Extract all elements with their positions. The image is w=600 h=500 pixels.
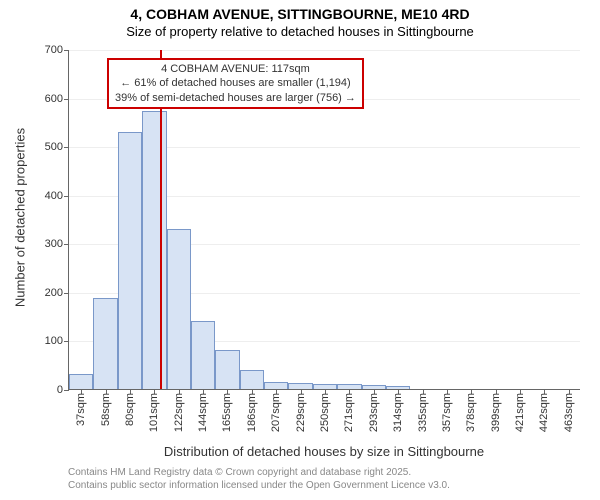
x-tick-label: 122sqm: [173, 389, 185, 432]
x-tick-label: 80sqm: [124, 389, 136, 426]
credit-line: Contains public sector information licen…: [68, 479, 450, 492]
x-tick-label: 101sqm: [148, 389, 160, 432]
y-axis-label: Number of detached properties: [13, 48, 28, 388]
annotation-line: 4 COBHAM AVENUE: 117sqm: [115, 62, 356, 76]
y-tick-label: 400: [45, 190, 69, 202]
annotation-line: ← 61% of detached houses are smaller (1,…: [115, 76, 356, 90]
histogram-bar: [69, 374, 93, 389]
histogram-bar: [264, 382, 288, 389]
chart-container: 4, COBHAM AVENUE, SITTINGBOURNE, ME10 4R…: [0, 0, 600, 500]
histogram-bar: [93, 298, 117, 389]
histogram-bar: [215, 350, 239, 389]
x-tick-label: 37sqm: [75, 389, 87, 426]
credits: Contains HM Land Registry data © Crown c…: [68, 466, 450, 492]
y-tick-label: 500: [45, 141, 69, 153]
histogram-bar: [118, 132, 142, 389]
histogram-bar: [142, 111, 166, 389]
x-tick-label: 335sqm: [417, 389, 429, 432]
histogram-bar: [240, 370, 264, 389]
x-tick-label: 207sqm: [270, 389, 282, 432]
x-tick-label: 357sqm: [441, 389, 453, 432]
x-tick-label: 250sqm: [319, 389, 331, 432]
y-tick-label: 200: [45, 287, 69, 299]
plot-area: 010020030040050060070037sqm58sqm80sqm101…: [68, 50, 580, 390]
x-tick-label: 314sqm: [392, 389, 404, 432]
y-tick-label: 100: [45, 335, 69, 347]
x-tick-label: 165sqm: [221, 389, 233, 432]
x-tick-label: 186sqm: [246, 389, 258, 432]
x-tick-label: 58sqm: [100, 389, 112, 426]
credit-line: Contains HM Land Registry data © Crown c…: [68, 466, 450, 479]
y-tick-label: 700: [45, 44, 69, 56]
annotation-line: 39% of semi-detached houses are larger (…: [115, 91, 356, 105]
y-tick-label: 600: [45, 93, 69, 105]
x-tick-label: 399sqm: [490, 389, 502, 432]
x-tick-label: 144sqm: [197, 389, 209, 432]
x-tick-label: 293sqm: [368, 389, 380, 432]
histogram-bar: [191, 321, 215, 389]
x-tick-label: 421sqm: [514, 389, 526, 432]
x-tick-label: 463sqm: [563, 389, 575, 432]
y-tick-label: 300: [45, 238, 69, 250]
x-axis-label: Distribution of detached houses by size …: [68, 444, 580, 459]
x-tick-label: 271sqm: [343, 389, 355, 432]
annotation-box: 4 COBHAM AVENUE: 117sqm← 61% of detached…: [107, 58, 364, 109]
x-tick-label: 378sqm: [465, 389, 477, 432]
histogram-bar: [167, 229, 191, 389]
y-tick-label: 0: [57, 384, 69, 396]
x-tick-label: 229sqm: [295, 389, 307, 432]
chart-region: 0 100 200 300 400 500 600 700 37sqm 58sqm 80sqm 101…: [0, 0, 600, 500]
grid-line: [69, 50, 580, 51]
x-tick-label: 442sqm: [538, 389, 550, 432]
